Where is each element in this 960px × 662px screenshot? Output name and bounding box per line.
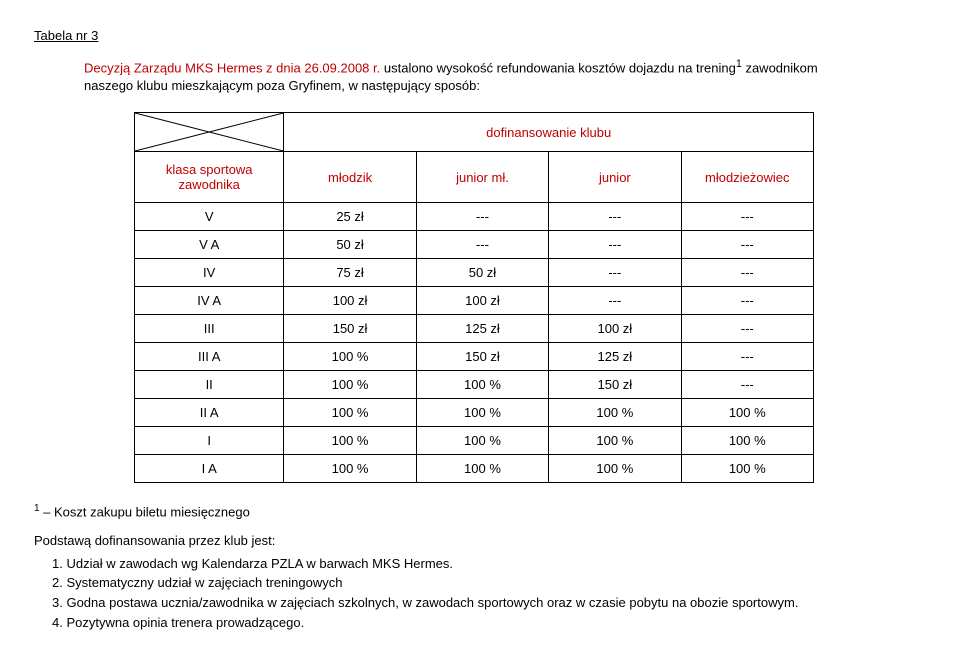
value-cell: 100 zł: [416, 287, 548, 315]
class-cell: III A: [135, 343, 284, 371]
value-cell: ---: [681, 259, 813, 287]
value-cell: ---: [681, 371, 813, 399]
value-cell: ---: [681, 315, 813, 343]
value-cell: 150 zł: [549, 371, 681, 399]
value-cell: 100 %: [681, 399, 813, 427]
table-row: IV75 zł50 zł------: [135, 259, 814, 287]
value-cell: 100 %: [284, 343, 416, 371]
subtitle-part-b: ustalono wysokość refundowania kosztów d…: [380, 60, 736, 75]
value-cell: 50 zł: [284, 231, 416, 259]
class-cell: I: [135, 427, 284, 455]
table-label: Tabela nr 3: [34, 28, 926, 43]
value-cell: 100 %: [549, 427, 681, 455]
subtitle-part-c: zawodnikom: [742, 60, 818, 75]
table-row: III150 zł125 zł100 zł---: [135, 315, 814, 343]
list-item: 1. Udział w zawodach wg Kalendarza PZLA …: [52, 555, 926, 574]
footnote: 1 – Koszt zakupu biletu miesięcznego: [34, 503, 926, 519]
value-cell: 25 zł: [284, 203, 416, 231]
header-col1: młodzik: [284, 152, 416, 203]
value-cell: ---: [549, 287, 681, 315]
value-cell: 50 zł: [416, 259, 548, 287]
subtitle-line2: naszego klubu mieszkającym poza Gryfinem…: [84, 78, 480, 93]
header-col2: junior mł.: [416, 152, 548, 203]
header-empty-cross: [135, 113, 284, 152]
value-cell: 150 zł: [284, 315, 416, 343]
table-row: V25 zł---------: [135, 203, 814, 231]
value-cell: 100 %: [681, 455, 813, 483]
list-item: 2. Systematyczny udział w zajęciach tren…: [52, 574, 926, 593]
value-cell: 125 zł: [549, 343, 681, 371]
value-cell: ---: [416, 231, 548, 259]
class-cell: IV A: [135, 287, 284, 315]
class-cell: II A: [135, 399, 284, 427]
value-cell: ---: [681, 203, 813, 231]
basis-block: Podstawą dofinansowania przez klub jest:…: [34, 532, 926, 633]
value-cell: ---: [549, 259, 681, 287]
value-cell: 100 %: [681, 427, 813, 455]
table-row: II100 %100 %150 zł---: [135, 371, 814, 399]
value-cell: 100 zł: [284, 287, 416, 315]
value-cell: 100 %: [549, 399, 681, 427]
value-cell: ---: [681, 343, 813, 371]
value-cell: 100 %: [416, 427, 548, 455]
list-item: 3. Godna postawa ucznia/zawodnika w zaję…: [52, 594, 926, 613]
header-class: klasa sportowa zawodnika: [135, 152, 284, 203]
value-cell: 100 %: [416, 371, 548, 399]
table-row: IV A100 zł100 zł------: [135, 287, 814, 315]
cross-icon: [135, 113, 283, 151]
value-cell: ---: [681, 231, 813, 259]
header-col4: młodzieżowiec: [681, 152, 813, 203]
class-cell: II: [135, 371, 284, 399]
class-cell: V: [135, 203, 284, 231]
class-cell: IV: [135, 259, 284, 287]
header-col3: junior: [549, 152, 681, 203]
value-cell: 150 zł: [416, 343, 548, 371]
subtitle: Decyzją Zarządu MKS Hermes z dnia 26.09.…: [84, 57, 926, 94]
value-cell: 100 %: [284, 455, 416, 483]
value-cell: 100 %: [284, 371, 416, 399]
data-table-wrapper: dofinansowanie klubuklasa sportowa zawod…: [134, 112, 814, 483]
list-item: 4. Pozytywna opinia trenera prowadzącego…: [52, 614, 926, 633]
value-cell: 75 zł: [284, 259, 416, 287]
class-cell: I A: [135, 455, 284, 483]
table-row: II A100 %100 %100 %100 %: [135, 399, 814, 427]
refund-table: dofinansowanie klubuklasa sportowa zawod…: [134, 112, 814, 483]
table-row: I A100 %100 %100 %100 %: [135, 455, 814, 483]
value-cell: 100 %: [284, 399, 416, 427]
value-cell: 100 %: [416, 455, 548, 483]
subtitle-color-part: Decyzją Zarządu MKS Hermes z dnia 26.09.…: [84, 60, 380, 75]
table-row: V A50 zł---------: [135, 231, 814, 259]
value-cell: 100 %: [549, 455, 681, 483]
basis-list: 1. Udział w zawodach wg Kalendarza PZLA …: [52, 555, 926, 633]
value-cell: 100 %: [284, 427, 416, 455]
header-topspan: dofinansowanie klubu: [284, 113, 814, 152]
table-row: I100 %100 %100 %100 %: [135, 427, 814, 455]
value-cell: ---: [549, 203, 681, 231]
basis-intro: Podstawą dofinansowania przez klub jest:: [34, 532, 926, 551]
value-cell: 100 zł: [549, 315, 681, 343]
value-cell: ---: [549, 231, 681, 259]
class-cell: III: [135, 315, 284, 343]
value-cell: 100 %: [416, 399, 548, 427]
value-cell: 125 zł: [416, 315, 548, 343]
value-cell: ---: [681, 287, 813, 315]
table-row: III A100 %150 zł125 zł---: [135, 343, 814, 371]
value-cell: ---: [416, 203, 548, 231]
class-cell: V A: [135, 231, 284, 259]
footnote-text: – Koszt zakupu biletu miesięcznego: [40, 505, 250, 520]
